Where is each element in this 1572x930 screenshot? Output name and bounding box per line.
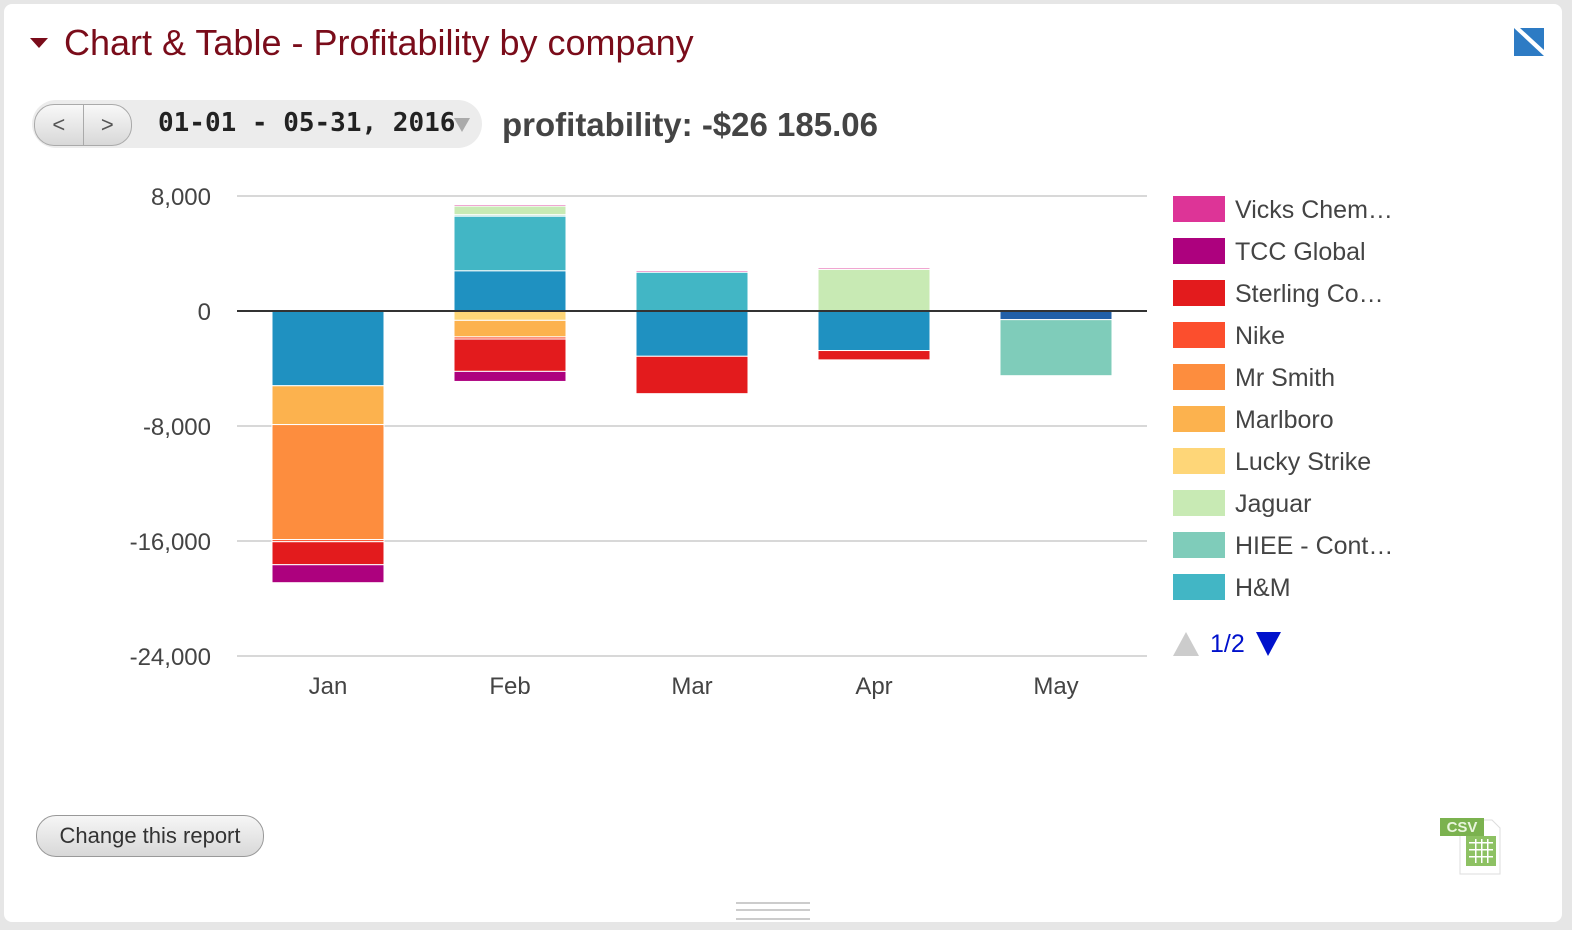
bar-segment[interactable]	[817, 267, 931, 270]
legend-swatch[interactable]	[1173, 532, 1225, 558]
legend-label[interactable]: Vicks Chem…	[1235, 196, 1393, 224]
bar-segment[interactable]	[453, 215, 567, 272]
legend-swatch[interactable]	[1173, 238, 1225, 264]
y-tick-label: -8,000	[143, 414, 211, 441]
legend-label[interactable]: H&M	[1235, 574, 1291, 602]
x-tick-label: Jan	[309, 673, 348, 700]
x-tick-label: Mar	[671, 673, 712, 700]
change-report-button[interactable]: Change this report	[36, 815, 264, 857]
legend-next-page-icon[interactable]	[1256, 632, 1281, 656]
legend-label[interactable]: Sterling Co…	[1235, 280, 1384, 308]
bar-segment[interactable]	[635, 271, 749, 312]
bar-segment[interactable]	[817, 310, 931, 352]
bar-segment[interactable]	[271, 385, 385, 426]
bar-segment[interactable]	[453, 270, 567, 312]
legend-page-indicator: 1/2	[1210, 630, 1245, 658]
collapse-triangle-icon[interactable]	[30, 38, 48, 48]
report-panel: Chart & Table - Profitability by company…	[4, 4, 1562, 922]
bar-segment[interactable]	[453, 205, 567, 216]
bar-segment[interactable]	[817, 268, 931, 312]
legend-label[interactable]: Lucky Strike	[1235, 448, 1371, 476]
y-tick-label: -24,000	[130, 644, 211, 671]
legend-label[interactable]: Nike	[1235, 322, 1285, 350]
bar-segment[interactable]	[999, 310, 1113, 321]
legend-swatch[interactable]	[1173, 574, 1225, 600]
y-tick-label: -16,000	[130, 529, 211, 556]
y-tick-label: 0	[198, 299, 211, 326]
bar-segment[interactable]	[635, 270, 749, 273]
legend-swatch[interactable]	[1173, 448, 1225, 474]
bar-segment[interactable]	[453, 310, 567, 321]
legend-swatch[interactable]	[1173, 280, 1225, 306]
stacked-bar-chart: 8,000 0 -8,000 -16,000 -24,000 Jan Feb Mar Apr Ma…	[130, 184, 1394, 700]
svg-text:CSV: CSV	[1447, 819, 1478, 836]
next-period-button[interactable]: >	[100, 112, 114, 137]
bar-segment[interactable]	[817, 350, 931, 361]
legend-label[interactable]: Marlboro	[1235, 406, 1334, 434]
legend-swatch[interactable]	[1173, 364, 1225, 390]
bar-segment[interactable]	[271, 310, 385, 387]
date-range-dropdown[interactable]: 01-01 - 05-31, 2016	[158, 108, 456, 138]
bar-segment[interactable]	[635, 310, 749, 357]
legend-swatch[interactable]	[1173, 322, 1225, 348]
period-nav: < >	[34, 104, 132, 146]
dropdown-arrow-icon[interactable]	[454, 118, 470, 132]
bar-segment[interactable]	[271, 424, 385, 541]
panel-header[interactable]: Chart & Table - Profitability by company	[30, 22, 694, 64]
expand-corner-icon[interactable]	[1514, 28, 1544, 56]
bar-segment[interactable]	[453, 370, 567, 382]
legend-label[interactable]: HIEE - Cont…	[1235, 532, 1393, 560]
x-tick-label: Apr	[855, 673, 892, 700]
bar-segment[interactable]	[271, 541, 385, 566]
legend-prev-page-icon	[1173, 632, 1199, 656]
legend-label[interactable]: TCC Global	[1235, 238, 1366, 266]
bar-segment[interactable]	[453, 204, 567, 207]
panel-title: Chart & Table - Profitability by company	[64, 22, 694, 63]
csv-export-icon[interactable]: CSV	[1438, 814, 1504, 878]
legend-label[interactable]: Jaguar	[1235, 490, 1311, 518]
profitability-total: profitability: -$26 185.06	[502, 106, 878, 143]
x-tick-label: Feb	[489, 673, 530, 700]
legend-swatch[interactable]	[1173, 196, 1225, 222]
legend-swatch[interactable]	[1173, 490, 1225, 516]
bar-segment[interactable]	[453, 338, 567, 372]
bar-segment[interactable]	[453, 319, 567, 338]
x-tick-label: May	[1033, 673, 1078, 700]
legend-label[interactable]: Mr Smith	[1235, 364, 1335, 392]
legend-swatch[interactable]	[1173, 406, 1225, 432]
prev-period-button[interactable]: <	[35, 105, 84, 145]
date-range-selector: < > 01-01 - 05-31, 2016	[32, 100, 482, 148]
resize-handle[interactable]	[736, 902, 810, 920]
y-tick-label: 8,000	[151, 184, 211, 211]
bar-segment[interactable]	[635, 355, 749, 395]
bar-segment[interactable]	[271, 564, 385, 584]
bar-segment[interactable]	[999, 319, 1113, 377]
